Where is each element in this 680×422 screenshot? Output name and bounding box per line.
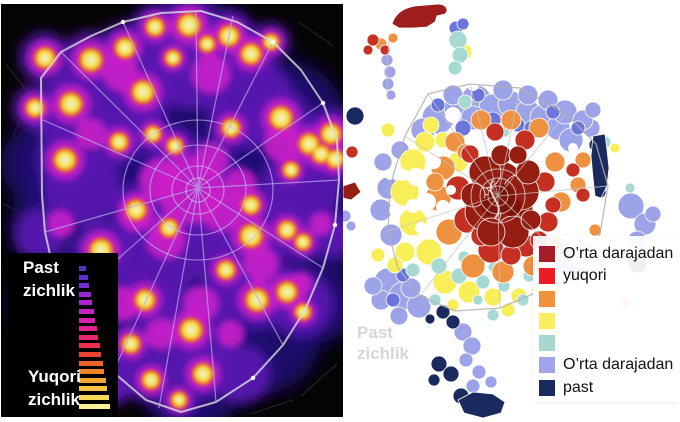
legend-swatch — [539, 290, 555, 307]
ramp-bar — [79, 386, 107, 392]
ramp-bar — [79, 377, 106, 383]
ramp-bar — [79, 351, 101, 357]
legend-label: yuqori — [563, 267, 607, 285]
ramp-bar — [79, 266, 86, 271]
ramp-bar — [79, 291, 91, 297]
legend-label: O’rta darajadan — [563, 356, 674, 374]
ramp-bar — [79, 394, 109, 400]
north-arm-road — [386, 39, 390, 101]
legend-swatch — [539, 312, 555, 329]
ramp-bar — [79, 326, 97, 332]
south-tail-districts — [457, 133, 610, 419]
legend-low-label: Past zichlik — [23, 258, 75, 300]
legend-row: past — [539, 378, 680, 396]
ramp-bar — [79, 308, 94, 314]
river-line — [489, 179, 500, 219]
ramp-bar — [79, 360, 103, 366]
ramp-bar — [79, 343, 100, 349]
exclave-districts — [343, 3, 448, 201]
legend-label: O’rta darajadan — [563, 245, 674, 262]
legend-swatch — [539, 357, 555, 374]
ramp-bar — [79, 300, 92, 306]
legend-row: yuqori — [539, 267, 680, 285]
legend-row: O’rta darajadan — [539, 356, 680, 374]
legend-row: O’rta darajadan — [539, 246, 680, 262]
ramp-bar — [79, 274, 88, 280]
choropleth-map: Past zichlik O’rta darajadan yuqori O’rta … — [343, 0, 680, 422]
ramp-bar — [79, 317, 95, 323]
ramp-bar — [79, 283, 89, 289]
choropleth-legend: O’rta darajadan yuqori O’rta darajadan past — [533, 236, 680, 402]
density-legend: Past zichlik Yuqori zichlik — [8, 253, 118, 417]
legend-row — [539, 312, 680, 329]
radial-roads — [42, 11, 340, 409]
watermark-text: Past zichlik — [357, 323, 409, 363]
legend-swatch — [539, 379, 555, 396]
legend-label: past — [563, 378, 594, 396]
ring-roads-inner — [122, 119, 274, 261]
ramp-bar — [79, 403, 110, 409]
legend-color-ramp — [79, 266, 110, 412]
ramp-bar — [79, 369, 104, 375]
legend-high-label: Yuqori zichlik — [28, 367, 81, 409]
legend-swatch — [539, 268, 555, 285]
ramp-bar — [79, 334, 98, 340]
legend-row — [539, 335, 680, 352]
legend-swatch — [539, 246, 555, 262]
legend-swatch — [539, 335, 555, 352]
legend-row — [539, 290, 680, 307]
density-map: Past zichlik Yuqori zichlik — [1, 4, 343, 417]
